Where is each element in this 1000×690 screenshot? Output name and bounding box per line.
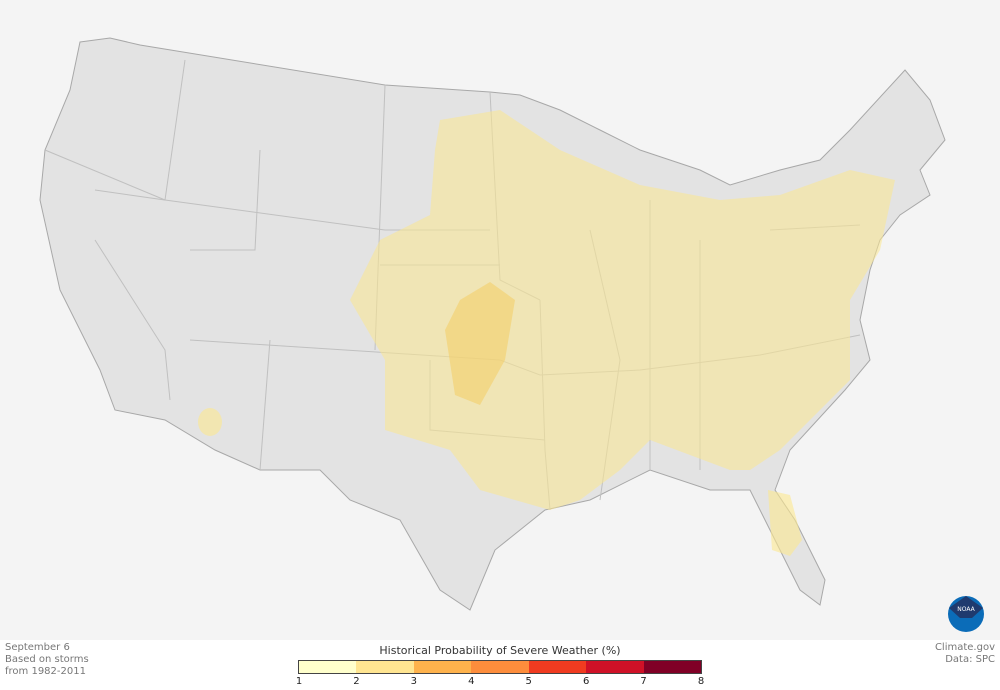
legend-color-bar xyxy=(298,660,702,674)
legend-tick: 2 xyxy=(353,676,360,687)
severe-weather-probability-map: NOAA xyxy=(0,0,1000,640)
legend-tick: 8 xyxy=(697,676,705,687)
legend-tick: 1 xyxy=(295,676,303,687)
legend-swatch xyxy=(299,661,357,673)
legend-swatch xyxy=(356,661,414,673)
basis-label: Based on storms xyxy=(5,654,89,665)
legend-tick: 5 xyxy=(525,676,532,687)
legend-swatch xyxy=(528,661,587,673)
probability-1-2-area xyxy=(350,110,895,510)
probability-2-3-area xyxy=(445,282,515,405)
florida-probability-area xyxy=(768,490,802,556)
legend-tick: 3 xyxy=(410,676,418,687)
legend-tick: 6 xyxy=(582,676,590,687)
credits: Climate.gov Data: SPC xyxy=(935,642,995,666)
legend-swatch xyxy=(586,661,644,673)
date-info: September 6 Based on storms from 1982-20… xyxy=(5,642,89,678)
arizona-probability-area xyxy=(198,408,222,436)
legend-tick: 4 xyxy=(468,676,475,687)
svg-text:NOAA: NOAA xyxy=(957,606,975,613)
data-credit: Data: SPC xyxy=(945,654,995,665)
legend-swatch xyxy=(471,661,529,673)
site-credit: Climate.gov xyxy=(934,642,995,653)
legend-swatch xyxy=(643,661,701,673)
noaa-logo: NOAA xyxy=(948,596,984,632)
footer: September 6 Based on storms from 1982-20… xyxy=(0,640,1000,690)
period-label: from 1982-2011 xyxy=(5,666,86,677)
legend-title: Historical Probability of Severe Weather… xyxy=(379,644,621,657)
legend-swatch xyxy=(413,661,472,673)
date-label: September 6 xyxy=(5,642,70,653)
legend-tick: 7 xyxy=(640,676,647,687)
